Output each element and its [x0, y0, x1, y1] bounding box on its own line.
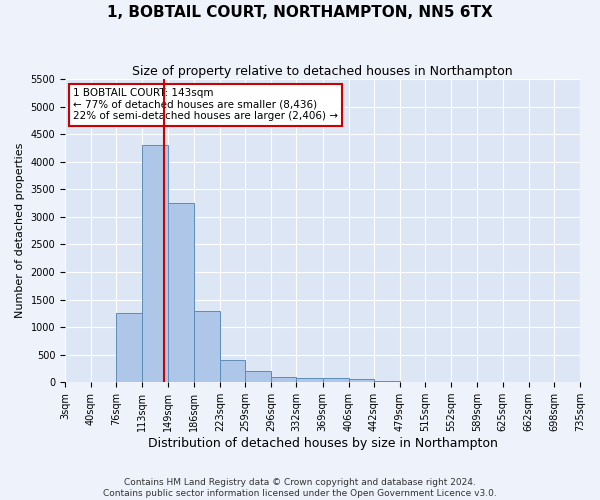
- Text: 1 BOBTAIL COURT: 143sqm
← 77% of detached houses are smaller (8,436)
22% of semi: 1 BOBTAIL COURT: 143sqm ← 77% of detache…: [73, 88, 338, 122]
- Bar: [142, 146, 168, 382]
- Y-axis label: Number of detached properties: Number of detached properties: [15, 143, 25, 318]
- Bar: [323, 378, 349, 382]
- Text: Contains HM Land Registry data © Crown copyright and database right 2024.
Contai: Contains HM Land Registry data © Crown c…: [103, 478, 497, 498]
- Bar: [374, 380, 400, 382]
- Bar: [271, 376, 296, 382]
- Text: 1, BOBTAIL COURT, NORTHAMPTON, NN5 6TX: 1, BOBTAIL COURT, NORTHAMPTON, NN5 6TX: [107, 5, 493, 20]
- Bar: [168, 203, 194, 382]
- Title: Size of property relative to detached houses in Northampton: Size of property relative to detached ho…: [132, 65, 513, 78]
- Bar: [220, 360, 245, 382]
- Bar: [296, 378, 323, 382]
- Bar: [349, 380, 374, 382]
- Bar: [116, 314, 142, 382]
- Bar: [194, 310, 220, 382]
- Bar: [245, 371, 271, 382]
- X-axis label: Distribution of detached houses by size in Northampton: Distribution of detached houses by size …: [148, 437, 497, 450]
